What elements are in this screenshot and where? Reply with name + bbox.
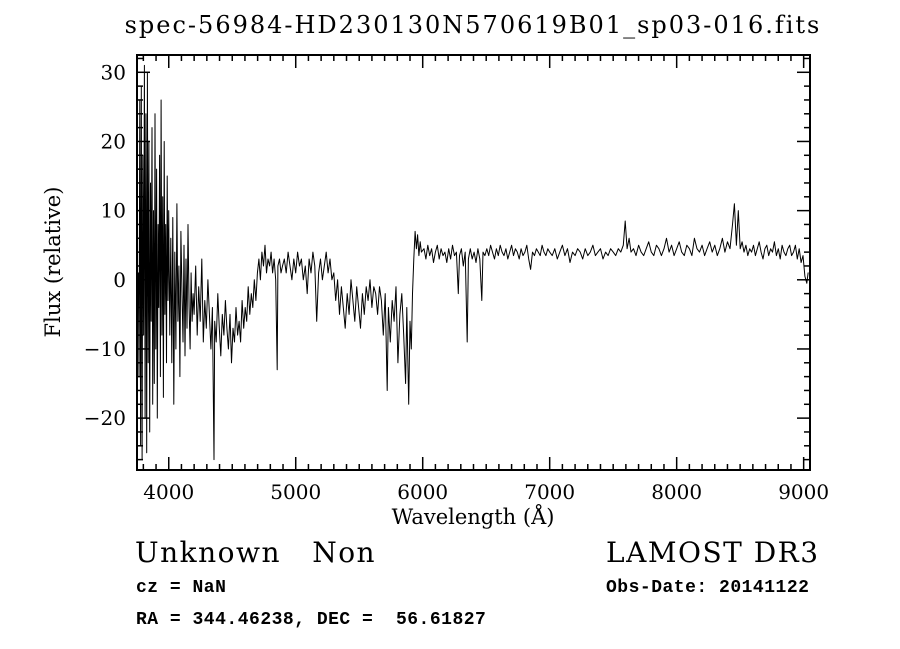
plot-border [136,54,811,471]
classification-label: Unknown Non [135,536,377,569]
plot-area: 4000 5000 6000 7000 8000 9000 −20 −10 0 10 20 30 [84,54,829,504]
y-tick-label: 0 [113,268,126,292]
obs-date: Obs-Date: 20141122 [606,578,810,598]
y-tick-label: −20 [84,406,126,430]
y-tick-label: 20 [101,129,126,153]
survey-label: LAMOST DR3 [606,536,820,569]
cz-value: cz = NaN [136,578,227,598]
x-tick-label: 7000 [524,480,575,504]
x-tick-label: 4000 [143,480,194,504]
spectrum-line [137,64,809,461]
x-tick-label: 5000 [270,480,321,504]
x-tick-label: 8000 [651,480,702,504]
x-tick-label: 6000 [397,480,448,504]
x-axis-label: Wavelength (Å) [392,504,555,529]
y-tick-label: 10 [101,199,126,223]
x-tick-label: 9000 [778,480,829,504]
y-tick-label: 30 [101,60,126,84]
coordinates: RA = 344.46238, DEC = 56.61827 [136,610,487,630]
y-axis-label: Flux (relative) [41,187,65,338]
chart-title: spec-56984-HD230130N570619B01_sp03-016.f… [125,11,822,39]
y-tick-label: −10 [84,337,126,361]
